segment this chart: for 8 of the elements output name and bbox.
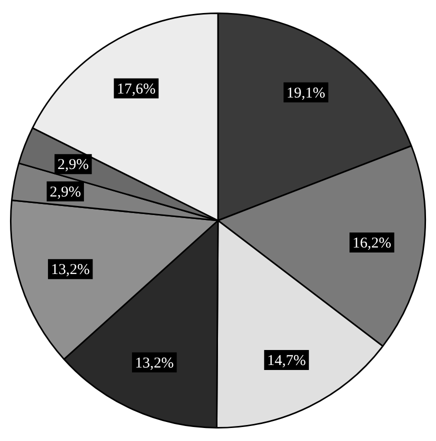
data-label: 19,1% [286, 85, 326, 102]
data-label: 13,2% [50, 262, 90, 278]
data-label: 16,2% [352, 235, 392, 252]
data-label: 13,2% [134, 355, 174, 372]
data-label: 14,7% [267, 352, 306, 369]
data-label: 2,9% [58, 157, 89, 174]
data-label: 2,9% [50, 184, 81, 200]
data-label: 17,6% [116, 81, 156, 98]
